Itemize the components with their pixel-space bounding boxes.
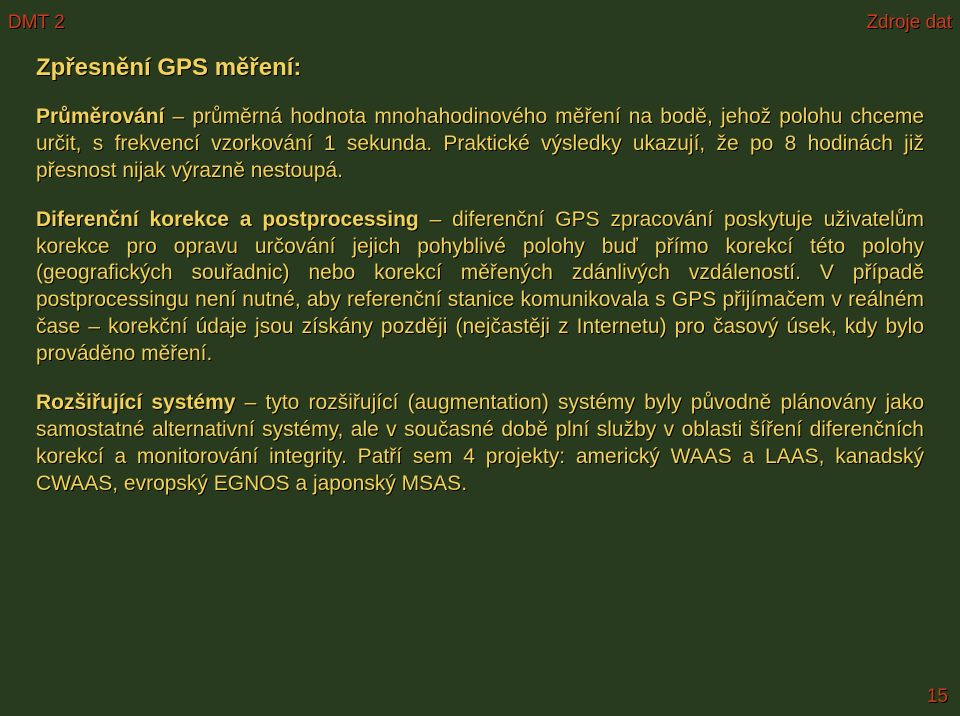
slide-heading: Zpřesnění GPS měření: [36,54,924,82]
lead-term: Diferenční korekce a postprocessing [36,208,419,231]
paragraph-differential: Diferenční korekce a postprocessing – di… [36,207,924,368]
lead-term: Průměrování [36,105,164,128]
para-body: – diferenční GPS zpracování poskytuje už… [36,208,924,365]
page-number: 15 [927,686,948,708]
top-right-label: Zdroje dat [866,12,952,34]
paragraph-augmentation: Rozšiřující systémy – tyto rozšiřující (… [36,390,924,498]
slide: DMT 2 Zdroje dat Zpřesnění GPS měření: P… [0,0,960,716]
top-left-label: DMT 2 [8,12,65,34]
paragraph-averaging: Průměrování – průměrná hodnota mnohahodi… [36,104,924,185]
top-line: DMT 2 Zdroje dat [8,12,952,34]
para-body: – průměrná hodnota mnohahodinového měřen… [36,105,924,182]
lead-term: Rozšiřující systémy [36,391,235,414]
